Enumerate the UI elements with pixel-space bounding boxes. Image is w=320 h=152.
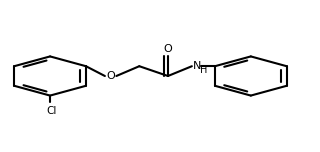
Text: H: H	[200, 65, 207, 75]
Text: N: N	[192, 61, 201, 71]
Text: O: O	[164, 44, 172, 54]
Text: O: O	[106, 71, 115, 81]
Text: Cl: Cl	[46, 106, 57, 116]
